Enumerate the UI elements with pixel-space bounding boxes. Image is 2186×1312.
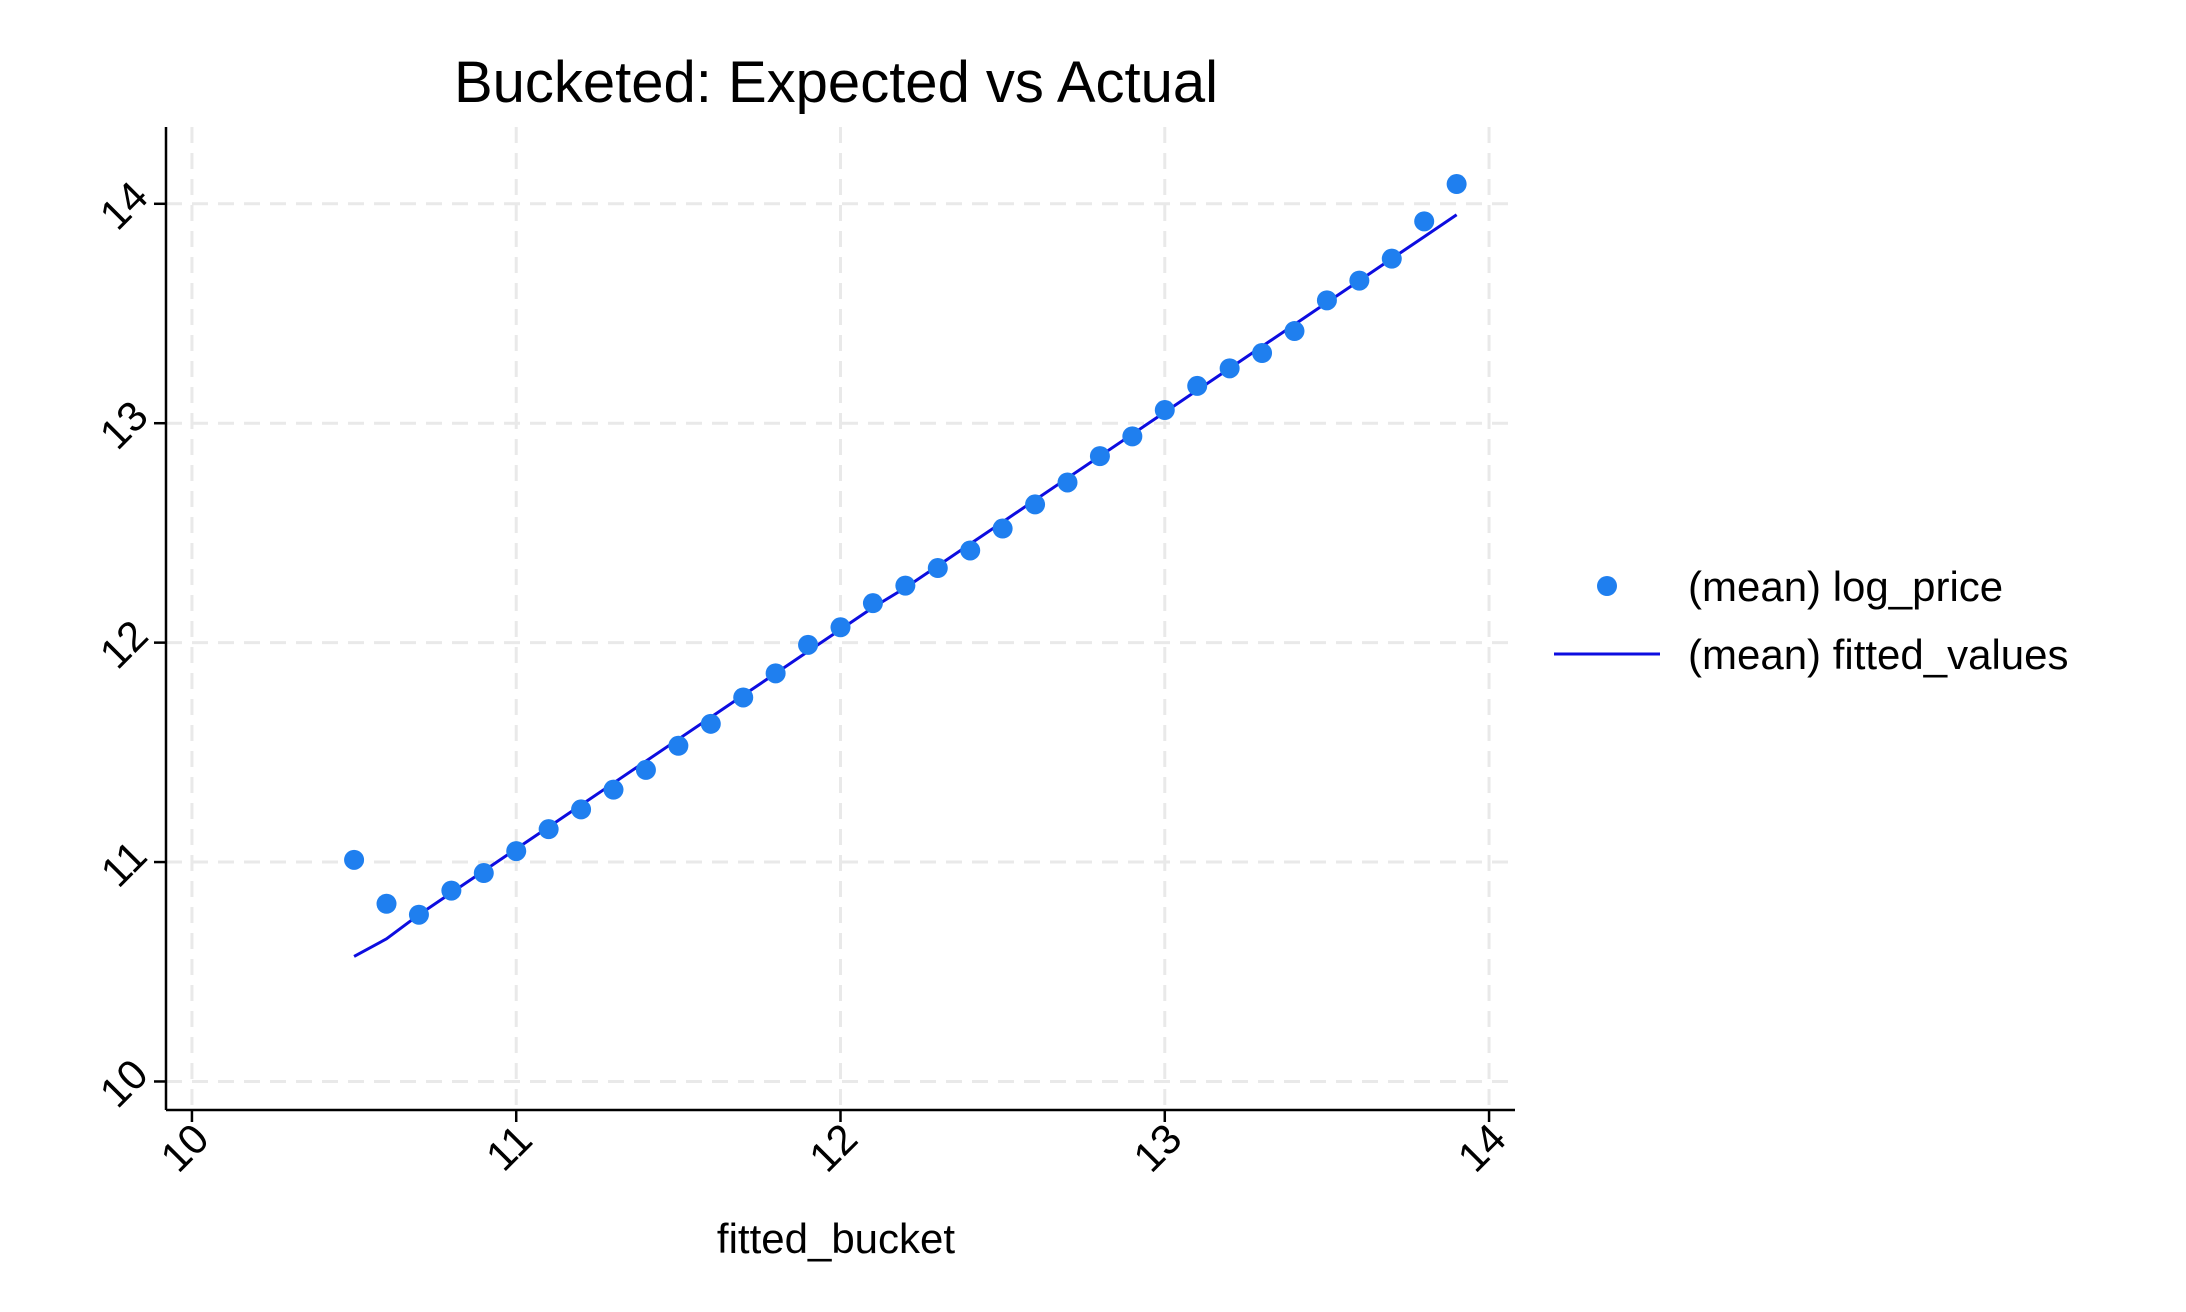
log-price-point [733, 687, 754, 708]
log-price-point [862, 593, 883, 614]
x-tick-label: 12 [800, 1114, 866, 1180]
log-price-point [538, 819, 559, 840]
log-price-point [344, 849, 365, 870]
y-tick-label: 11 [92, 832, 156, 896]
log-price-point [992, 518, 1013, 539]
log-price-point [1252, 343, 1273, 363]
log-price-point [1284, 321, 1305, 342]
log-price-point [473, 863, 494, 884]
log-price-point [1025, 494, 1046, 515]
log-price-point [376, 893, 397, 914]
log-price-point [1381, 248, 1402, 269]
x-tick-label: 11 [477, 1116, 541, 1180]
log-price-point [927, 558, 948, 579]
legend: (mean) log_price (mean) fitted_values [1554, 563, 2069, 678]
x-axis-label: fitted_bucket [717, 1215, 955, 1262]
legend-label-fitted-values: (mean) fitted_values [1688, 631, 2069, 678]
log-price-point [1446, 174, 1467, 195]
log-price-point [700, 713, 721, 734]
log-price-point [1089, 446, 1110, 467]
log-price-point [1316, 290, 1337, 311]
log-price-point [830, 617, 851, 638]
log-price-point [1187, 375, 1208, 396]
y-tick-label: 12 [90, 611, 156, 677]
log-price-point [1414, 211, 1435, 232]
log-price-points-series [344, 174, 1467, 925]
legend-label-log-price: (mean) log_price [1688, 563, 2003, 610]
chart-title: Bucketed: Expected vs Actual [454, 50, 1218, 115]
ticks: 10 11 12 13 14 10 11 12 13 14 [90, 172, 1514, 1180]
y-tick-label: 13 [90, 392, 156, 458]
log-price-point [441, 880, 462, 901]
log-price-point [1349, 270, 1370, 291]
x-tick-label: 13 [1124, 1114, 1190, 1180]
legend-marker-log-price [1597, 576, 1617, 596]
log-price-point [798, 634, 819, 655]
x-tick-label: 10 [151, 1114, 217, 1180]
log-price-point [960, 540, 981, 561]
log-price-point [1154, 400, 1175, 421]
x-tick-label: 14 [1449, 1114, 1515, 1180]
log-price-point [1219, 358, 1240, 379]
log-price-point [408, 904, 429, 925]
log-price-point [668, 735, 689, 756]
y-tick-label: 10 [90, 1050, 156, 1116]
grid [166, 127, 1515, 1110]
log-price-point [571, 799, 592, 820]
y-tick-label: 14 [90, 172, 156, 238]
log-price-point [1122, 426, 1143, 447]
log-price-point [765, 663, 786, 684]
log-price-point [603, 779, 624, 800]
log-price-point [1057, 472, 1078, 493]
log-price-point [506, 841, 527, 862]
log-price-point [635, 759, 656, 780]
log-price-point [895, 575, 916, 596]
